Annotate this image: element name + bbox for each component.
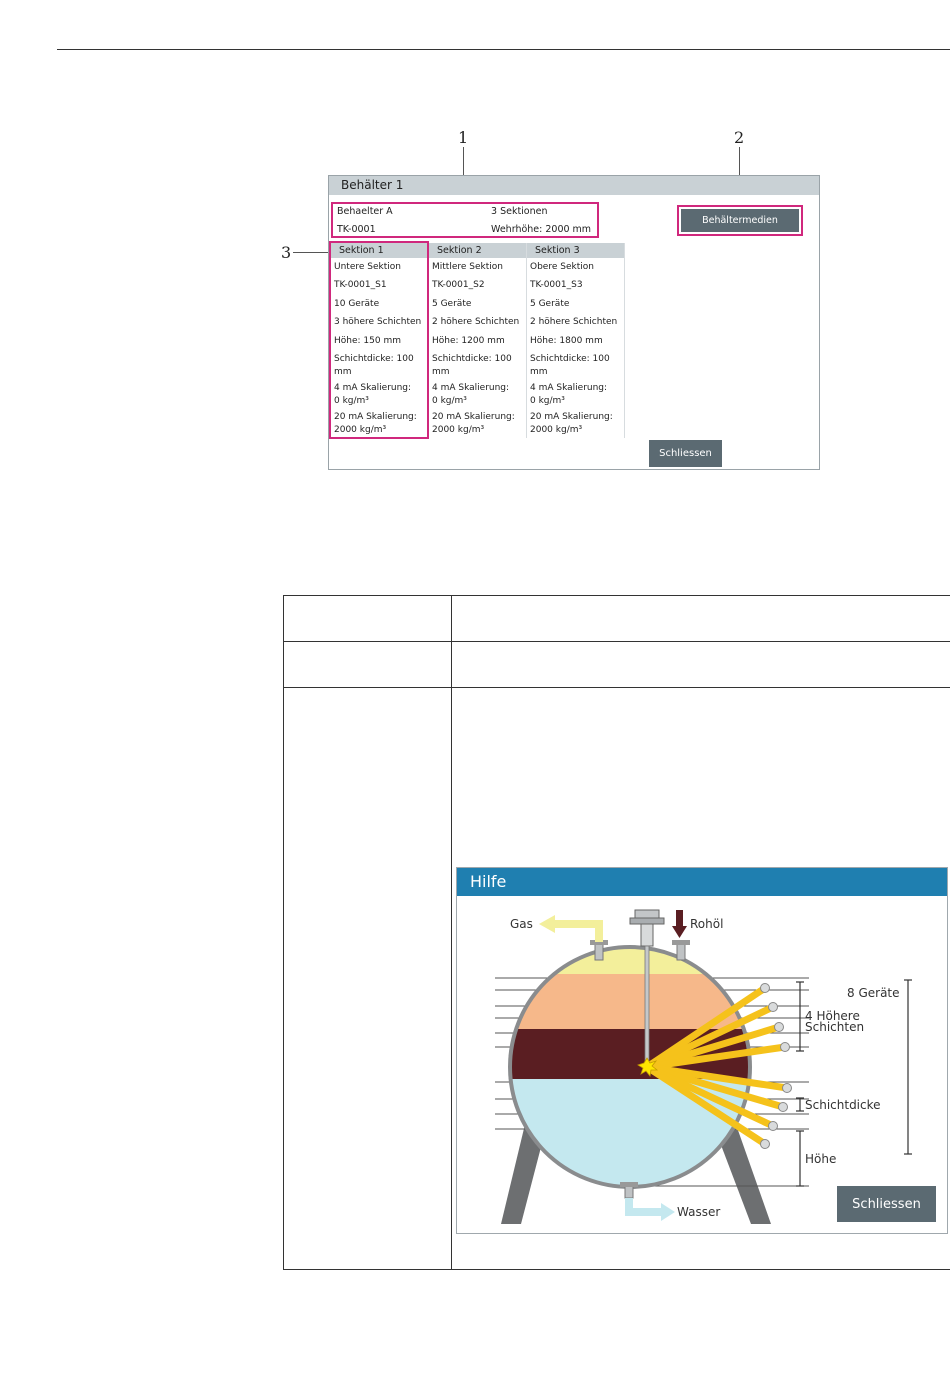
- higher-layers-label: 4 Höhere Schichten: [805, 1009, 865, 1034]
- section-row: 4 mA Skalierung: 0 kg/m³: [530, 383, 608, 406]
- tank-info-box: Behaelter A TK-0001 3 Sektionen Wehrhöhe…: [331, 202, 599, 238]
- section-row: Mittlere Sektion: [432, 262, 503, 272]
- height-label: Höhe: [805, 1152, 837, 1166]
- probe-rod: [644, 945, 650, 1068]
- water-nozzle-flange: [620, 1182, 638, 1187]
- dialog-close-button[interactable]: Schliessen: [649, 440, 722, 467]
- probe-tip-spark: [637, 1057, 659, 1077]
- section-row: Höhe: 150 mm: [334, 336, 401, 346]
- section-row: Schichtdicke: 100 mm: [530, 354, 610, 377]
- page-top-rule: [57, 49, 950, 50]
- section-row: 5 Geräte: [530, 299, 570, 309]
- sections-grid: Sektion 1 Untere Sektion TK-0001_S1 10 G…: [331, 243, 625, 438]
- probe-flange: [629, 917, 665, 925]
- section-row: Obere Sektion: [530, 262, 594, 272]
- callout-2: 2: [734, 128, 745, 147]
- section-row: 5 Geräte: [432, 299, 472, 309]
- table-rule-bottom: [283, 1269, 950, 1270]
- section-row: Höhe: 1200 mm: [432, 336, 505, 346]
- dialog-title: Behälter 1: [329, 176, 819, 195]
- section-column-3[interactable]: Sektion 3 Obere Sektion TK-0001_S3 5 Ger…: [527, 243, 625, 438]
- gas-layer: [510, 947, 750, 974]
- help-close-button[interactable]: Schliessen: [837, 1186, 936, 1222]
- section-row: 20 mA Skalierung: 2000 kg/m³: [432, 412, 515, 435]
- tank-section-count: 3 Sektionen: [491, 206, 548, 217]
- section-row: Untere Sektion: [334, 262, 401, 272]
- table-rule-left: [283, 595, 284, 1270]
- sensor-beams: [643, 984, 791, 1148]
- section-row: 4 mA Skalierung: 0 kg/m³: [432, 383, 510, 406]
- tank-diagram: [495, 909, 912, 1224]
- tank-dialog: Behälter 1 Behaelter A TK-0001 3 Sektion…: [328, 175, 820, 470]
- callout-1: 1: [458, 128, 469, 147]
- tank-weir-height: Wehrhöhe: 2000 mm: [491, 224, 592, 235]
- section-row: 20 mA Skalierung: 2000 kg/m³: [530, 412, 613, 435]
- gas-arrow-shaft: [555, 920, 603, 942]
- table-rule-row1: [283, 641, 950, 642]
- tank-name: Behaelter A: [337, 206, 393, 217]
- water-label: Wasser: [677, 1205, 721, 1219]
- section-column-1[interactable]: Sektion 1 Untere Sektion TK-0001_S1 10 G…: [331, 243, 429, 438]
- section-row: 3 höhere Schichten: [334, 317, 422, 327]
- probe-flange-top: [634, 909, 660, 919]
- probe-head: [640, 923, 654, 947]
- help-title: Hilfe: [457, 868, 947, 896]
- section-row: Schichtdicke: 100 mm: [432, 354, 512, 377]
- dimension-markers: [796, 979, 912, 1187]
- section-row: TK-0001_S3: [530, 280, 583, 290]
- tank-media-button-outline: Behältermedien: [677, 205, 803, 236]
- section-column-2[interactable]: Sektion 2 Mittlere Sektion TK-0001_S2 5 …: [429, 243, 527, 438]
- description-table: [283, 595, 950, 1270]
- water-arrow-shaft: [625, 1198, 663, 1216]
- crude-arrow-head: [672, 926, 687, 938]
- crude-arrow-shaft: [676, 910, 683, 928]
- table-rule-row2: [283, 687, 950, 688]
- tank-media-button[interactable]: Behältermedien: [681, 209, 799, 232]
- section-header: Sektion 3: [527, 243, 624, 258]
- callout-3-leader: [293, 252, 333, 253]
- tank-leg-right: [713, 1116, 771, 1224]
- help-figure: Hilfe: [456, 867, 948, 1234]
- water-arrow-head: [661, 1203, 675, 1221]
- crude-label: Rohöl: [690, 917, 724, 931]
- callout-3: 3: [281, 243, 292, 262]
- section-row: 20 mA Skalierung: 2000 kg/m³: [334, 412, 417, 435]
- crude-nozzle-flange: [672, 940, 690, 945]
- tank-id: TK-0001: [337, 224, 376, 235]
- gas-label: Gas: [510, 917, 533, 931]
- section-row: TK-0001_S2: [432, 280, 485, 290]
- gas-arrow-head: [539, 915, 555, 933]
- section-row: Schichtdicke: 100 mm: [334, 354, 414, 377]
- section-row: 10 Geräte: [334, 299, 380, 309]
- section-row: 2 höhere Schichten: [432, 317, 520, 327]
- table-rule-divider: [451, 595, 452, 1270]
- section-row: 4 mA Skalierung: 0 kg/m³: [334, 383, 412, 406]
- section-row: TK-0001_S1: [334, 280, 387, 290]
- section-header: Sektion 1: [331, 243, 428, 258]
- devices-label: 8 Geräte: [847, 986, 900, 1000]
- section-row: Höhe: 1800 mm: [530, 336, 603, 346]
- oil-layer: [510, 974, 750, 1029]
- sensor-heads: [760, 983, 792, 1149]
- layer-thickness-label: Schichtdicke: [805, 1098, 881, 1112]
- section-row: 2 höhere Schichten: [530, 317, 618, 327]
- section-header: Sektion 2: [429, 243, 526, 258]
- table-rule-top: [283, 595, 950, 596]
- gas-nozzle-flange: [590, 940, 608, 945]
